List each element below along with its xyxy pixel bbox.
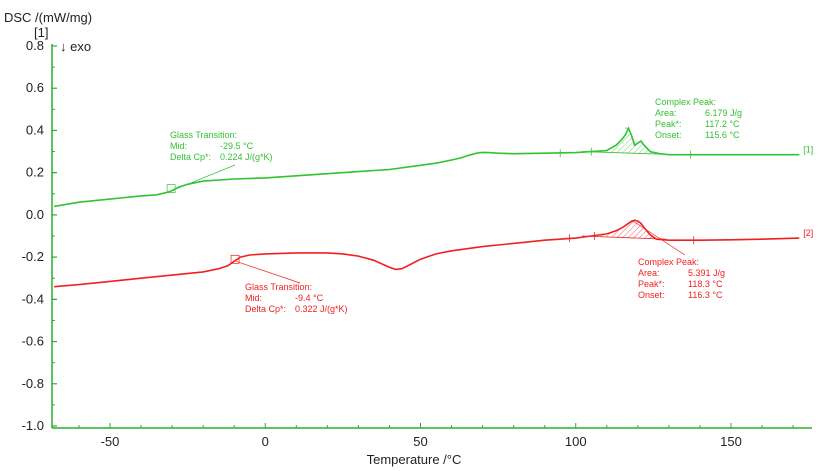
glass-transition-1-value: -29.5 °C (220, 141, 254, 151)
glass-transition-2-marker-box (230, 254, 240, 264)
complex-peak-2-leader (631, 219, 686, 256)
series-line-1 (53, 126, 800, 208)
glass-transition-1-label: Mid: (170, 141, 187, 151)
x-tick-label: 50 (413, 434, 427, 449)
y-tick-label: -0.4 (22, 291, 44, 306)
y-tick-label: 0.6 (26, 80, 44, 95)
complex-peak-2-label: Onset: (638, 290, 665, 300)
complex-peak-1-label: Complex Peak: (655, 97, 716, 107)
complex-peak-2-value: 5.391 J/g (688, 268, 725, 278)
glass-transition-1-leader (171, 164, 236, 191)
y-tick-label: -0.6 (22, 334, 44, 349)
complex-peak-2-label: Area: (638, 268, 660, 278)
y-tick-label: -0.8 (22, 376, 44, 391)
y-tick-label: 0.4 (26, 122, 44, 137)
x-tick-label: 100 (565, 434, 587, 449)
complex-peak-1-label: Onset: (655, 130, 682, 140)
series-group: [1] [2] (53, 126, 813, 288)
y-tick-label: 0.8 (26, 38, 44, 53)
glass-transition-2-leader (235, 261, 301, 284)
x-tick-label: 0 (262, 434, 269, 449)
y-axis-marker: [1] (34, 25, 48, 40)
complex-peak-2-label: Complex Peak: (638, 257, 699, 267)
glass-transition-1-value: 0.224 J/(g*K) (220, 152, 273, 162)
y-axis-title: DSC /(mW/mg) (4, 10, 92, 25)
peak-area-2 (591, 220, 657, 240)
x-tick-label: -50 (101, 434, 120, 449)
x-axis-title: Temperature /°C (367, 452, 462, 467)
peak-area-1-baseline (581, 151, 679, 156)
glass-transition-2-value: -9.4 °C (295, 293, 324, 303)
glass-transition-1-label: Delta Cp*: (170, 152, 211, 162)
curve-end-label-1: [1] (803, 145, 813, 155)
complex-peak-2-value: 118.3 °C (688, 279, 723, 289)
axes: 0.8 0.6 0.4 0.2 0.0 -0.2 -0.4 -0.6 -0.8 -1.0 -50 0 5… (22, 38, 812, 449)
glass-transition-1-marker-box (166, 184, 176, 193)
complex-peak-1-value: 6.179 J/g (705, 108, 742, 118)
y-tick-label: 0.2 (26, 165, 44, 180)
complex-peak-2-value: 116.3 °C (688, 290, 723, 300)
glass-transition-1-label: Glass Transition: (170, 130, 237, 140)
glass-transition-2-value: 0.322 J/(g*K) (295, 304, 348, 314)
y-tick-label: -1.0 (22, 418, 44, 433)
y-tick-label: -0.2 (22, 249, 44, 264)
y-tick-label: 0.0 (26, 207, 44, 222)
exo-label: ↓ exo (60, 39, 91, 54)
peak-area-1 (591, 128, 669, 155)
glass-transition-2-label: Glass Transition: (245, 282, 312, 292)
x-tick-label: 150 (720, 434, 742, 449)
peak-area-2-baseline (581, 235, 666, 240)
glass-transition-2-label: Delta Cp*: (245, 304, 286, 314)
glass-transition-2-label: Mid: (245, 293, 262, 303)
complex-peak-1-label: Peak*: (655, 119, 682, 129)
complex-peak-1-label: Area: (655, 108, 677, 118)
curve-end-label-2: [2] (803, 228, 813, 238)
complex-peak-2-label: Peak*: (638, 279, 665, 289)
complex-peak-1-value: 117.2 °C (705, 119, 740, 129)
complex-peak-1-value: 115.6 °C (705, 130, 740, 140)
